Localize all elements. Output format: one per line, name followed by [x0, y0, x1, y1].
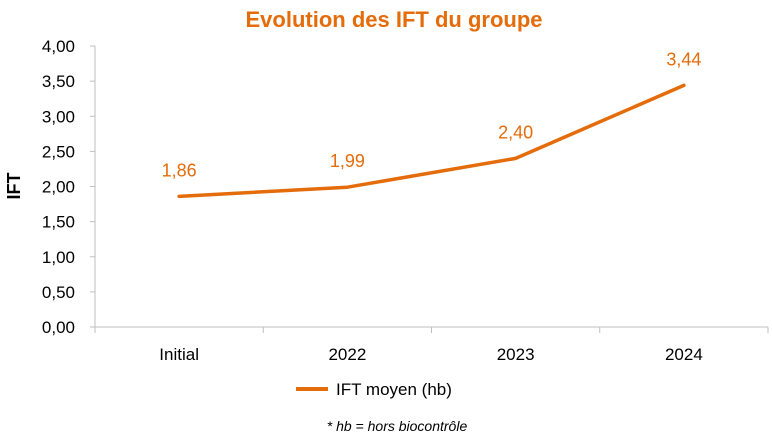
y-axis-ticks: 0,00 0,50 1,00 1,50 2,00 2,50 3,00 3,50 4,00	[42, 37, 95, 337]
footnote: * hb = hors biocontrôle	[327, 418, 468, 434]
series-group	[177, 83, 686, 199]
x-tick-label: Initial	[159, 345, 199, 364]
data-label: 1,99	[330, 151, 365, 171]
y-tick-label: 3,50	[42, 72, 75, 91]
data-point	[177, 194, 181, 198]
data-labels: 1,86 1,99 2,40 3,44	[162, 49, 702, 180]
y-tick-label: 4,00	[42, 37, 75, 56]
y-tick-label: 2,50	[42, 142, 75, 161]
x-tick-label: 2024	[665, 345, 703, 364]
y-tick-label: 2,00	[42, 178, 75, 197]
data-label: 2,40	[498, 122, 533, 142]
data-point	[682, 83, 686, 87]
x-axis-ticks: Initial 2022 2023 2024	[94, 327, 769, 364]
data-point	[345, 185, 349, 189]
y-tick-label: 1,00	[42, 248, 75, 267]
data-label: 3,44	[666, 49, 701, 69]
y-tick-label: 1,50	[42, 213, 75, 232]
x-tick-label: 2022	[328, 345, 366, 364]
data-label: 1,86	[162, 160, 197, 180]
y-tick-label: 0,50	[42, 283, 75, 302]
legend-label-ift-moyen: IFT moyen (hb)	[336, 380, 452, 399]
chart-title: Evolution des IFT du groupe	[246, 7, 543, 32]
x-tick-label: 2023	[497, 345, 535, 364]
y-tick-label: 3,00	[42, 107, 75, 126]
axes	[94, 46, 768, 328]
legend: IFT moyen (hb)	[296, 380, 452, 399]
data-point	[514, 156, 518, 160]
y-tick-label: 0,00	[42, 318, 75, 337]
y-axis-label: IFT	[4, 173, 24, 200]
series-line-ift-moyen	[177, 83, 686, 199]
